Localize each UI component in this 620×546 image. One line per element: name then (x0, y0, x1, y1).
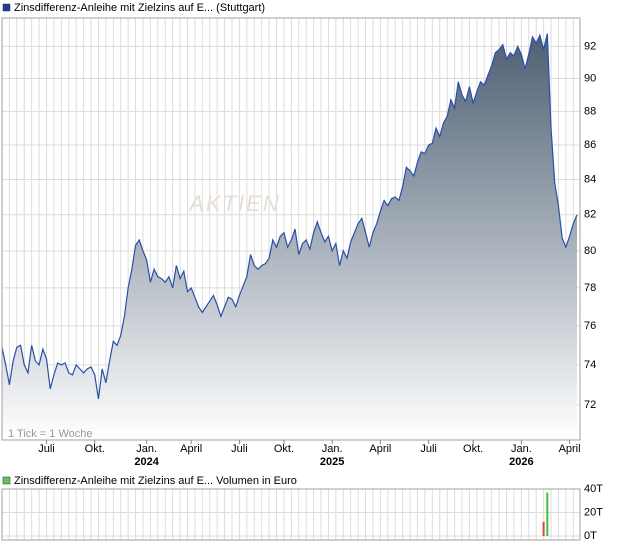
note: 1 Tick = 1 Woche (8, 428, 92, 440)
y-tick-label: 88 (584, 105, 596, 117)
y-tick-label: 90 (584, 72, 596, 84)
volume-title: Zinsdifferenz-Anleihe mit Zielzins auf E… (14, 475, 297, 487)
x-tick-label: Okt. (274, 443, 294, 455)
plot-frame (1, 17, 581, 441)
x-tick-label: Juli (38, 443, 55, 455)
y-tick-label: 72 (584, 399, 596, 411)
y-tick-label: 80 (584, 245, 596, 257)
x-tick-label: Okt. (463, 443, 483, 455)
x-tick-label: Jan. 2025 (320, 443, 344, 468)
x-tick-label: Okt. (85, 443, 105, 455)
x-tick-label: Jan. 2024 (134, 443, 159, 468)
y-tick-label: 0T (584, 530, 597, 542)
volume-bar (542, 521, 545, 537)
plot-frame (1, 488, 581, 541)
x-tick-label: Juli (420, 443, 437, 455)
y-tick-label: 84 (584, 173, 596, 185)
chart-title: Zinsdifferenz-Anleihe mit Zielzins auf E… (14, 2, 265, 14)
y-tick-label: 82 (584, 209, 596, 221)
legend-swatch (2, 3, 11, 12)
x-tick-label: April (559, 443, 581, 455)
legend-swatch (2, 476, 11, 485)
y-tick-label: 86 (584, 139, 596, 151)
volume-bar (546, 492, 549, 537)
y-tick-label: 76 (584, 320, 596, 332)
x-tick-label: April (180, 443, 202, 455)
price-line (1, 33, 578, 400)
y-tick-label: 78 (584, 282, 596, 294)
y-tick-label: 20T (584, 506, 603, 518)
x-tick-label: Juli (231, 443, 248, 455)
x-tick-label: April (369, 443, 391, 455)
area-fill (2, 33, 577, 441)
watermark: AKTIEN (187, 191, 280, 216)
y-tick-label: 40T (584, 483, 603, 495)
y-tick-label: 92 (584, 40, 596, 52)
x-tick-label: Jan. 2026 (509, 443, 533, 468)
y-tick-label: 74 (584, 359, 596, 371)
